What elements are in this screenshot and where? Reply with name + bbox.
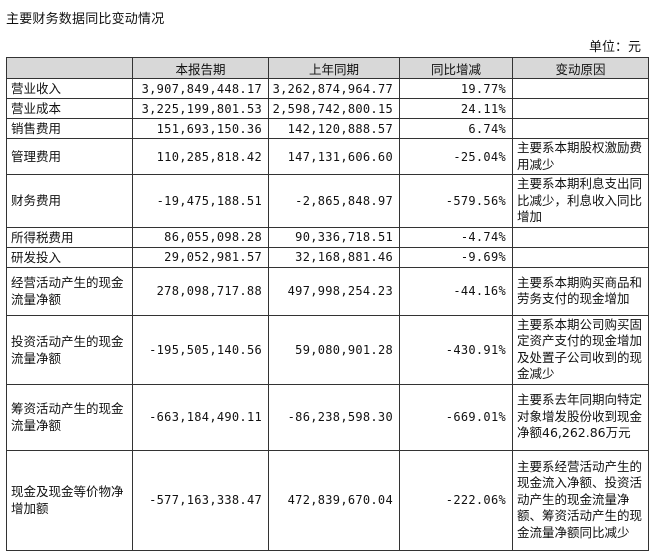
row-label: 销售费用 bbox=[6, 118, 133, 139]
header-previous-period: 上年同期 bbox=[268, 57, 400, 79]
current-value: 3,225,199,801.53 bbox=[132, 98, 269, 119]
change-reason: 主要系本期股权激励费用减少 bbox=[512, 138, 649, 175]
header-current-period: 本报告期 bbox=[132, 57, 269, 79]
table-row: 营业成本 3,225,199,801.53 2,598,742,800.15 2… bbox=[6, 98, 649, 119]
current-value: 278,098,717.88 bbox=[132, 266, 269, 316]
change-value: -44.16% bbox=[399, 266, 513, 316]
change-value: -25.04% bbox=[399, 138, 513, 175]
row-label: 管理费用 bbox=[6, 138, 133, 175]
row-label: 财务费用 bbox=[6, 174, 133, 228]
current-value: -19,475,188.51 bbox=[132, 174, 269, 228]
change-reason: 主要系本期购买商品和劳务支付的现金增加 bbox=[512, 266, 649, 316]
row-label: 筹资活动产生的现金流量净额 bbox=[6, 383, 133, 451]
current-value: 151,693,150.36 bbox=[132, 118, 269, 139]
current-value: -195,505,140.56 bbox=[132, 314, 269, 385]
previous-value: -86,238,598.30 bbox=[268, 383, 400, 451]
row-label: 经营活动产生的现金流量净额 bbox=[6, 266, 133, 316]
change-reason bbox=[512, 226, 649, 248]
previous-value: 147,131,606.60 bbox=[268, 138, 400, 175]
financial-data-table: 本报告期 上年同期 同比增减 变动原因 营业收入 3,907,849,448.1… bbox=[6, 57, 649, 551]
table-row: 营业收入 3,907,849,448.17 3,262,874,964.77 1… bbox=[6, 78, 649, 99]
table-row: 财务费用 -19,475,188.51 -2,865,848.97 -579.5… bbox=[6, 174, 649, 228]
change-reason bbox=[512, 246, 649, 268]
previous-value: 3,262,874,964.77 bbox=[268, 78, 400, 99]
change-value: -4.74% bbox=[399, 226, 513, 248]
row-label: 投资活动产生的现金流量净额 bbox=[6, 314, 133, 385]
current-value: 29,052,981.57 bbox=[132, 246, 269, 268]
table-row: 投资活动产生的现金流量净额 -195,505,140.56 59,080,901… bbox=[6, 314, 649, 385]
change-reason: 主要系去年同期向特定对象增发股份收到现金净额46,262.86万元 bbox=[512, 383, 649, 451]
previous-value: 32,168,881.46 bbox=[268, 246, 400, 268]
change-reason bbox=[512, 118, 649, 139]
previous-value: 2,598,742,800.15 bbox=[268, 98, 400, 119]
row-label: 现金及现金等价物净增加额 bbox=[6, 449, 133, 551]
current-value: 3,907,849,448.17 bbox=[132, 78, 269, 99]
previous-value: 90,336,718.51 bbox=[268, 226, 400, 248]
current-value: 110,285,818.42 bbox=[132, 138, 269, 175]
row-label: 营业成本 bbox=[6, 98, 133, 119]
table-header-row: 本报告期 上年同期 同比增减 变动原因 bbox=[6, 57, 649, 79]
previous-value: 59,080,901.28 bbox=[268, 314, 400, 385]
change-value: 24.11% bbox=[399, 98, 513, 119]
change-value: 19.77% bbox=[399, 78, 513, 99]
previous-value: -2,865,848.97 bbox=[268, 174, 400, 228]
change-value: -430.91% bbox=[399, 314, 513, 385]
change-reason bbox=[512, 78, 649, 99]
current-value: -663,184,490.11 bbox=[132, 383, 269, 451]
header-change: 同比增减 bbox=[399, 57, 513, 79]
previous-value: 472,839,670.04 bbox=[268, 449, 400, 551]
header-item bbox=[6, 57, 133, 79]
report-title: 主要财务数据同比变动情况 bbox=[6, 12, 165, 27]
change-reason: 主要系经营活动产生的现金流入净额、投资活动产生的现金流量净额、筹资活动产生的现金… bbox=[512, 449, 649, 551]
row-label: 所得税费用 bbox=[6, 226, 133, 248]
table-row: 所得税费用 86,055,098.28 90,336,718.51 -4.74% bbox=[6, 226, 649, 248]
previous-value: 497,998,254.23 bbox=[268, 266, 400, 316]
row-label: 营业收入 bbox=[6, 78, 133, 99]
header-reason: 变动原因 bbox=[512, 57, 649, 79]
change-reason bbox=[512, 98, 649, 119]
table-row: 研发投入 29,052,981.57 32,168,881.46 -9.69% bbox=[6, 246, 649, 268]
change-value: -9.69% bbox=[399, 246, 513, 268]
previous-value: 142,120,888.57 bbox=[268, 118, 400, 139]
change-value: 6.74% bbox=[399, 118, 513, 139]
table-row: 筹资活动产生的现金流量净额 -663,184,490.11 -86,238,59… bbox=[6, 383, 649, 451]
table-row: 现金及现金等价物净增加额 -577,163,338.47 472,839,670… bbox=[6, 449, 649, 551]
change-reason: 主要系本期利息支出同比减少，利息收入同比增加 bbox=[512, 174, 649, 228]
row-label: 研发投入 bbox=[6, 246, 133, 268]
current-value: -577,163,338.47 bbox=[132, 449, 269, 551]
change-value: -222.06% bbox=[399, 449, 513, 551]
change-reason: 主要系本期公司购买固定资产支付的现金增加及处置子公司收到的现金减少 bbox=[512, 314, 649, 385]
unit-label: 单位：元 bbox=[588, 40, 641, 55]
table-row: 销售费用 151,693,150.36 142,120,888.57 6.74% bbox=[6, 118, 649, 139]
change-value: -669.01% bbox=[399, 383, 513, 451]
table-row: 管理费用 110,285,818.42 147,131,606.60 -25.0… bbox=[6, 138, 649, 175]
table-row: 经营活动产生的现金流量净额 278,098,717.88 497,998,254… bbox=[6, 266, 649, 316]
change-value: -579.56% bbox=[399, 174, 513, 228]
current-value: 86,055,098.28 bbox=[132, 226, 269, 248]
